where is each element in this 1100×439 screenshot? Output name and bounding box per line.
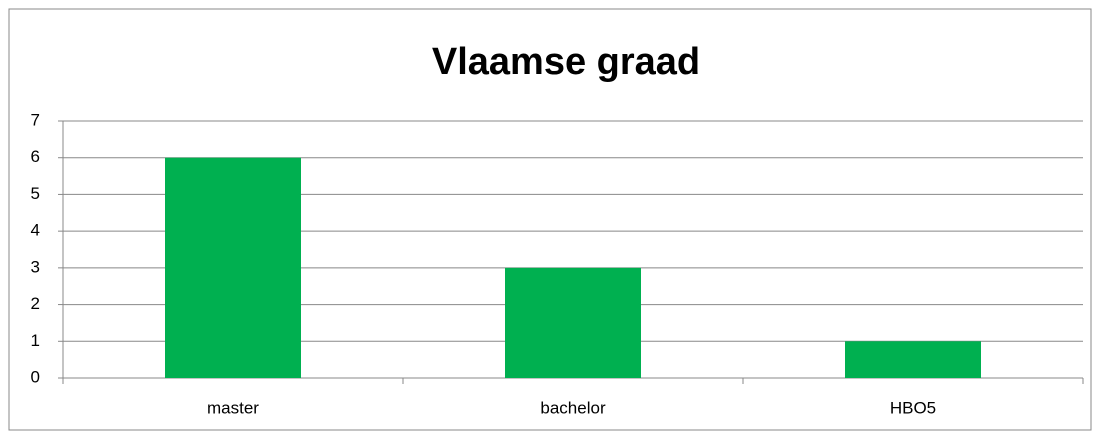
bar: [165, 157, 301, 378]
y-tick-label: 3: [31, 257, 40, 276]
x-tick-label: master: [207, 398, 259, 417]
y-tick-label: 5: [31, 184, 40, 203]
y-tick-label: 7: [31, 110, 40, 129]
y-tick-label: 0: [31, 367, 40, 386]
y-tick-label: 6: [31, 147, 40, 166]
y-tick-label: 4: [31, 221, 40, 240]
y-tick-label: 1: [31, 331, 40, 350]
chart-title: Vlaamse graad: [432, 41, 700, 83]
y-tick-label: 2: [31, 294, 40, 313]
x-tick-label: HBO5: [890, 398, 936, 417]
bar: [845, 341, 981, 378]
x-tick-label: bachelor: [540, 398, 606, 417]
bar: [505, 267, 641, 378]
